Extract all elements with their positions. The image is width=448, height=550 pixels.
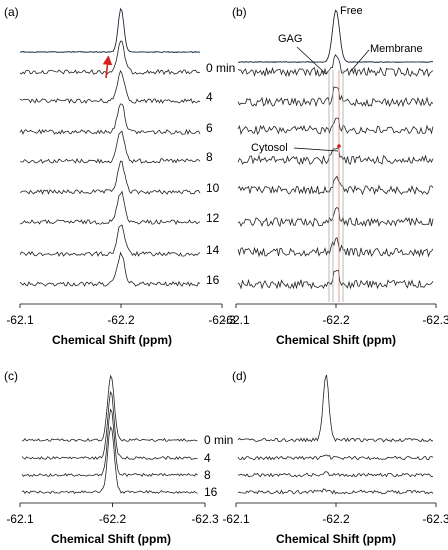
cytosol-leader-line xyxy=(293,147,339,152)
panel-b-guide-lines xyxy=(328,70,344,302)
spectrum-trace xyxy=(21,408,198,478)
red-arrow-marker xyxy=(102,55,113,79)
panel-c-ticks: -62.1 -62.2 -62.3 xyxy=(6,503,219,526)
x-tick-label: -62.2 xyxy=(322,512,350,526)
panel-d-label: (d) xyxy=(232,369,247,383)
annotation-free: Free xyxy=(340,5,363,17)
series-label: 4 xyxy=(206,90,213,104)
panel-a-traces xyxy=(19,7,201,287)
x-tick-label: -62.1 xyxy=(222,512,250,526)
panel-b-traces xyxy=(237,9,434,290)
x-tick-label: -62.2 xyxy=(99,512,127,526)
series-label: 10 xyxy=(206,181,220,195)
panel-c: (c) 0 min 4 8 16 -62.1 -62.2 -62.3 Chemical S… xyxy=(4,369,233,546)
spectrum-trace xyxy=(237,117,434,136)
spectrum-trace xyxy=(19,103,201,136)
spectrum-trace xyxy=(237,146,434,165)
panel-d-x-axis-title: Chemical Shift (ppm) xyxy=(276,532,396,546)
x-tick-label: -62.1 xyxy=(6,512,34,526)
series-label: 8 xyxy=(206,150,213,164)
annotation-cytosol: Cytosol xyxy=(251,142,288,154)
annotation-gag: GAG xyxy=(278,33,302,45)
panel-c-label: (c) xyxy=(4,369,18,383)
x-tick-label: -62.1 xyxy=(222,313,250,327)
panel-b-x-axis-title: Chemical Shift (ppm) xyxy=(276,333,396,347)
membrane-leader-line xyxy=(349,49,370,73)
spectrum-trace xyxy=(21,374,198,442)
gag-leader-line xyxy=(296,46,327,75)
spectrum-trace xyxy=(237,454,434,461)
series-label: 12 xyxy=(206,211,220,225)
panel-b-ticks: -62.1 -62.2 -62.3 xyxy=(222,304,448,327)
spectrum-trace xyxy=(21,426,198,495)
x-tick-label: -62.3 xyxy=(422,313,448,327)
spectrum-trace xyxy=(19,224,201,257)
series-label: 8 xyxy=(204,468,211,482)
x-tick-label: -62.3 xyxy=(191,512,219,526)
series-label: 6 xyxy=(206,121,213,135)
x-tick-label: -62.3 xyxy=(208,313,236,327)
top-trace-overlay xyxy=(19,7,201,53)
spectrum-trace xyxy=(19,251,201,287)
x-tick-label: -62.2 xyxy=(322,313,350,327)
spectrum-trace xyxy=(21,390,198,461)
panel-a-label: (a) xyxy=(4,5,19,19)
panel-b-label: (b) xyxy=(232,5,247,19)
x-tick-label: -62.3 xyxy=(422,512,448,526)
spectrum-trace xyxy=(237,86,434,108)
spectrum-trace xyxy=(237,374,433,443)
spectrum-trace xyxy=(237,54,434,78)
top-trace xyxy=(19,7,201,53)
series-label: 0 min xyxy=(206,61,235,75)
panel-a-ticks: -62.1 -62.2 -62.3 xyxy=(6,304,236,327)
spectrum-trace xyxy=(237,236,434,258)
spectrum-trace xyxy=(237,206,434,228)
top-trace-overlay xyxy=(237,9,433,63)
spectrum-trace xyxy=(237,270,434,290)
series-label: 0 min xyxy=(204,433,233,447)
spectrum-trace xyxy=(237,471,434,478)
panel-b: (b) Free GAG Membrane Cytosol -62.1 -62.2… xyxy=(222,5,448,347)
x-tick-label: -62.1 xyxy=(6,313,34,327)
panel-a-series-labels: 0 min 4 6 8 10 12 14 16 xyxy=(206,61,235,287)
spectrum-trace xyxy=(237,175,434,196)
panel-a: (a) 0 min 4 6 8 10 12 14 16 -62.1 -62.2 -62.3 Che… xyxy=(4,5,236,347)
series-label: 16 xyxy=(204,485,218,499)
spectrum-trace xyxy=(19,130,201,164)
panel-a-x-axis-title: Chemical Shift (ppm) xyxy=(52,333,172,347)
series-label: 16 xyxy=(206,273,220,287)
series-label: 14 xyxy=(206,243,220,257)
spectrum-trace xyxy=(19,160,201,195)
spectrum-trace xyxy=(237,488,434,495)
series-label: 4 xyxy=(204,451,211,465)
panel-d-traces xyxy=(237,374,434,495)
panel-d-ticks: -62.1 -62.2 -62.3 xyxy=(222,503,448,526)
panel-d: (d) -62.1 -62.2 -62.3 Chemical Shift (ppm) xyxy=(222,369,448,546)
panel-c-series-labels: 0 min 4 8 16 xyxy=(204,433,233,499)
spectrum-trace xyxy=(19,40,201,76)
spectrum-trace xyxy=(19,190,201,226)
panel-c-x-axis-title: Chemical Shift (ppm) xyxy=(51,532,171,546)
annotation-membrane: Membrane xyxy=(370,43,423,55)
panel-c-traces xyxy=(21,374,198,495)
spectrum-trace xyxy=(19,69,201,104)
x-tick-label: -62.2 xyxy=(107,313,135,327)
cytosol-marker xyxy=(337,144,341,148)
